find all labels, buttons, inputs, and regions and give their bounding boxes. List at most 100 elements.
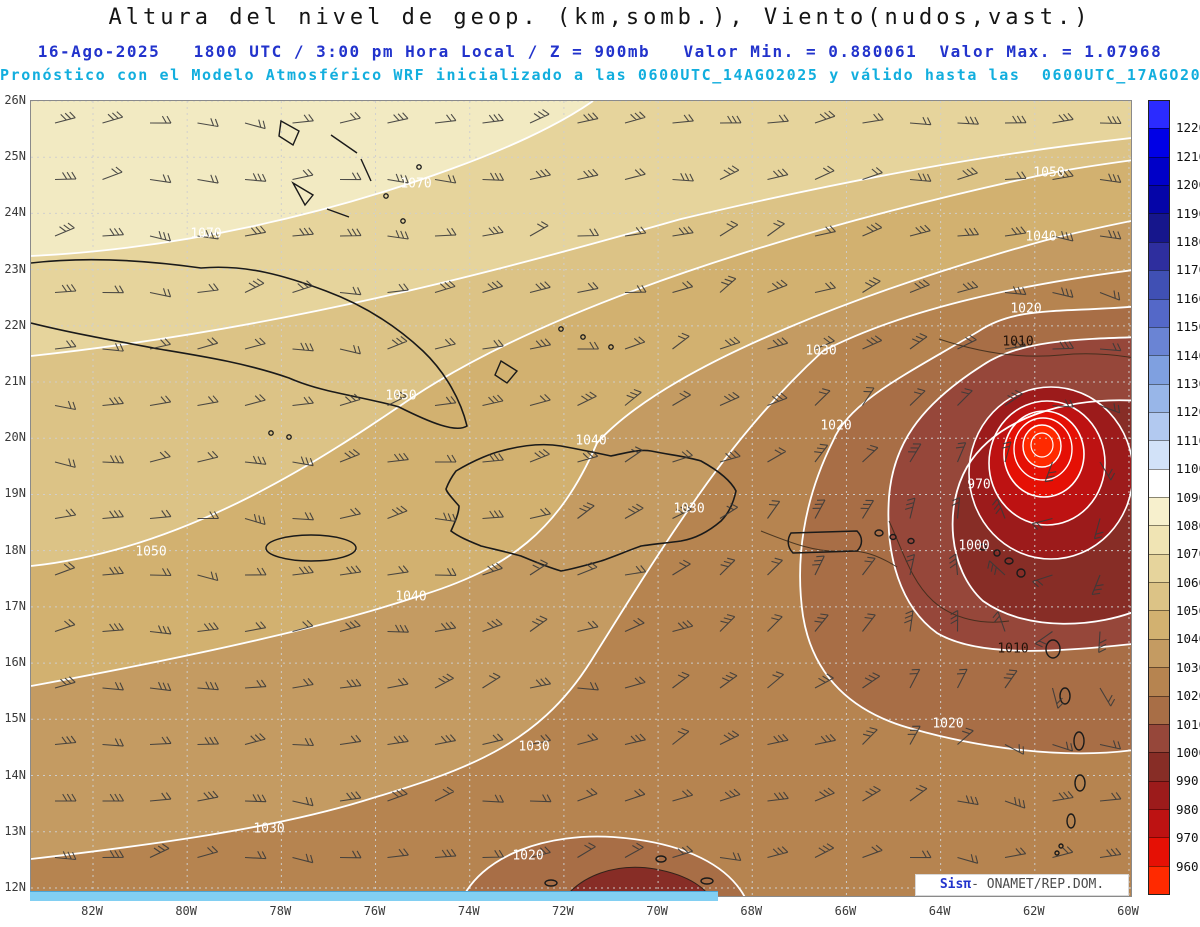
contour-label: 1030: [805, 344, 836, 359]
coastline-hispaniola: [445, 443, 737, 572]
coastline-antilles-12: [1058, 843, 1064, 849]
colorbar-cell: [1149, 128, 1169, 157]
contour-label: 1000: [958, 539, 989, 554]
contour-label: 1020: [512, 849, 543, 864]
bottom-blue-strip: [30, 891, 718, 901]
colorbar-tick-label: 1020: [1176, 688, 1200, 704]
colorbar: [1148, 100, 1170, 895]
lat-tick-label: 26N: [4, 93, 26, 107]
colorbar-tick-label: 1190: [1176, 205, 1200, 221]
coastline-antilles-3: [979, 543, 987, 551]
coastline-small-cay-2: [416, 164, 422, 170]
contour-1070: [31, 101, 594, 257]
colorbar-cell: [1149, 497, 1169, 526]
contour-1020-south: [462, 835, 746, 896]
coastline-jamaica: [265, 534, 357, 562]
contour-1020: [799, 305, 1131, 755]
colorbar-tick-label: 1140: [1176, 347, 1200, 363]
coastline-antilles-5: [1004, 557, 1014, 565]
contour-label: 1030: [253, 822, 284, 837]
thin-contour-1: [938, 338, 1131, 358]
colorbar-tick-label: 980: [1176, 801, 1199, 817]
contour-960: [1022, 424, 1062, 468]
lat-tick-label: 15N: [4, 711, 26, 726]
colorbar-cell: [1149, 865, 1169, 895]
contour-label: 1050: [1033, 166, 1064, 181]
colorbar-cell: [1149, 723, 1169, 753]
watermark-pi-symbol: π: [963, 877, 972, 892]
contour-label: 1040: [575, 434, 606, 449]
lat-tick-label: 20N: [4, 430, 26, 445]
colorbar-tick-label: 1040: [1176, 631, 1200, 647]
coastline-bahamas-4: [326, 208, 350, 218]
lat-tick-label: 17N: [4, 598, 26, 613]
coastline-antilles-11: [1066, 813, 1076, 829]
contour-label: 1050: [385, 389, 416, 404]
colorbar-cell: [1149, 667, 1169, 696]
colorbar-cell: [1149, 582, 1169, 611]
lon-tick-label: 82W: [81, 904, 103, 918]
colorbar-tick-label: 1010: [1176, 716, 1200, 732]
coastline-small-cay-6: [268, 430, 274, 436]
wind-barbs: [54, 109, 1122, 864]
colorbar-cell: [1149, 213, 1169, 242]
colorbar-cell: [1149, 411, 1169, 441]
contour-label: 1030: [673, 502, 704, 517]
contour-label: 1030: [518, 740, 549, 755]
coastline-antilles-1: [889, 533, 897, 541]
colorbar-tick-label: 970: [1176, 830, 1199, 846]
colorbar-cell: [1149, 440, 1169, 469]
lat-tick-label: 12N: [4, 879, 26, 894]
colorbar-tick-label: 1210: [1176, 148, 1200, 164]
colorbar-tick-label: 1180: [1176, 233, 1200, 249]
colorbar-cell: [1149, 638, 1169, 668]
contour-1010: [887, 336, 1131, 652]
lat-tick-label: 24N: [4, 205, 26, 220]
coastline-bahamas-2: [360, 158, 372, 182]
model-info-line: Pronóstico con el Modelo Atmosférico WRF…: [0, 66, 1200, 84]
coastline-bahamas-0: [278, 119, 300, 147]
colorbar-cell: [1149, 326, 1169, 356]
contour-970: [1003, 410, 1085, 498]
coastline-small-cay-7: [286, 434, 292, 440]
lat-tick-label: 23N: [4, 261, 26, 276]
colorbar-cell: [1149, 780, 1169, 809]
coastline-antilles-6: [1016, 568, 1026, 578]
contour-label: 1020: [932, 717, 963, 732]
colorbar-tick-label: 1200: [1176, 177, 1200, 193]
colorbar-tick-label: 1070: [1176, 546, 1200, 562]
contour-label: 1070: [190, 227, 221, 242]
colorbar-cell: [1149, 241, 1169, 271]
contour-label: 1020: [1010, 302, 1041, 317]
contour-1060: [31, 137, 1131, 357]
coastline-antilles-13: [1054, 850, 1060, 856]
contour-label: 1010: [1002, 335, 1033, 350]
coastline-antilles-8: [1059, 687, 1071, 705]
coastline-antilles-9: [1073, 731, 1085, 751]
band-lt-960: [1023, 425, 1061, 467]
contour-1000: [951, 399, 1131, 625]
coastline-bahamas-1: [330, 134, 358, 154]
colorbar-tick-label: 1030: [1176, 659, 1200, 675]
colorbar-cell: [1149, 101, 1169, 129]
lon-tick-label: 66W: [834, 904, 857, 918]
contour-965: [1013, 417, 1073, 481]
lon-tick-label: 80W: [175, 904, 198, 918]
contour-label: 1020: [820, 419, 851, 434]
coastline-puerto-rico: [787, 530, 863, 554]
valid-time-line: 16-Ago-2025 1800 UTC / 3:00 pm Hora Loca…: [37, 42, 1163, 61]
colorbar-cell: [1149, 837, 1169, 866]
lon-tick-label: 76W: [363, 904, 386, 918]
colorbar-cell: [1149, 298, 1169, 327]
lon-tick-label: 74W: [457, 904, 480, 918]
coastline-bahamas-5: [494, 359, 519, 384]
coastline-antilles-2: [907, 537, 915, 545]
watermark-sis: Sis: [939, 877, 964, 892]
contour-label: 1050: [135, 545, 166, 560]
colorbar-cell: [1149, 156, 1169, 186]
lon-tick-label: 78W: [269, 904, 292, 918]
contour-label: 1040: [395, 590, 426, 605]
